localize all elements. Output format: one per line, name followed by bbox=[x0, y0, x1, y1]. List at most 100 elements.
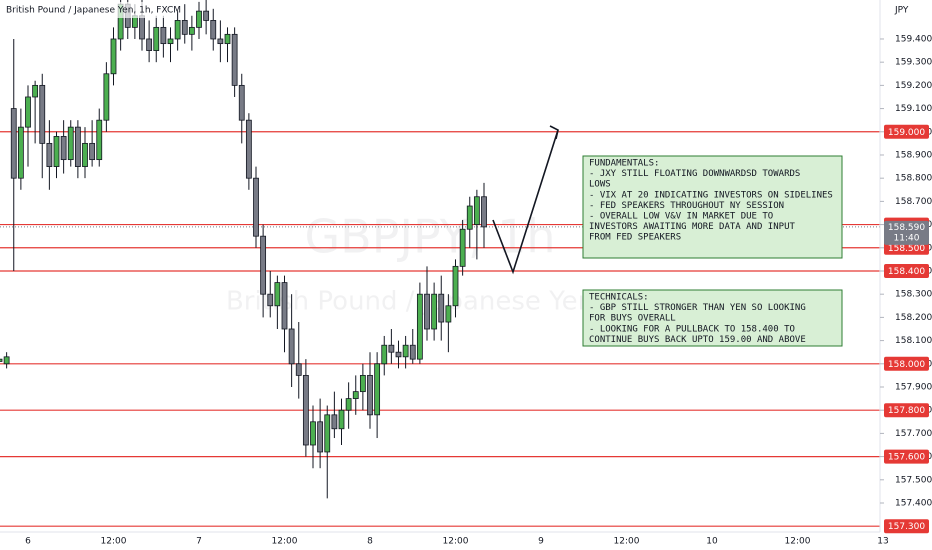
candle-body bbox=[203, 10, 210, 21]
x-tick-label: 12:00 bbox=[101, 537, 127, 547]
forecast-arrowhead bbox=[549, 125, 559, 140]
y-tick-label: 159.100 bbox=[895, 104, 932, 114]
y-tick-label: 157.900 bbox=[895, 382, 932, 392]
y-tick-label: 157.700 bbox=[895, 429, 932, 439]
annotation-line: LOWS bbox=[589, 180, 611, 190]
axes: 157.400 157.500 157.600 157.700 157.800 157.9… bbox=[25, 34, 932, 546]
forecast-path bbox=[492, 129, 559, 275]
candle-body bbox=[459, 228, 466, 267]
candle-body bbox=[82, 142, 88, 167]
levels bbox=[0, 131, 880, 527]
y-tick-label: 157.500 bbox=[895, 475, 932, 485]
annotation-box bbox=[582, 155, 843, 259]
watermark: GBPJPY, 1h bbox=[304, 210, 555, 264]
level-label-box bbox=[884, 449, 929, 464]
candle-body bbox=[146, 38, 153, 51]
annotation-line: FUNDAMENTALS: bbox=[589, 159, 659, 169]
annotation-line: INVESTORS AWAITING MORE DATA AND INPUT bbox=[589, 222, 795, 232]
annotation-line: TECHNICALS: bbox=[589, 293, 649, 303]
candle-body bbox=[359, 374, 366, 393]
candles bbox=[0, 0, 487, 499]
y-tick-label: 159.400 bbox=[895, 34, 932, 44]
annotation-line: - GBP STILL STRONGER THAN YEN SO LOOKING bbox=[589, 303, 806, 313]
x-tick-label: 10 bbox=[706, 537, 718, 547]
annotation-line: FOR BUYS OVERALL bbox=[589, 314, 676, 324]
candle-body bbox=[367, 374, 373, 416]
x-tick-label: 12:00 bbox=[272, 537, 298, 547]
candle-body bbox=[473, 196, 480, 225]
candle-body bbox=[231, 33, 238, 86]
candle-body bbox=[10, 108, 17, 179]
candle-body bbox=[25, 96, 31, 128]
candle-body bbox=[466, 205, 473, 230]
annotation-line: CONTINUE BUYS BACK UPTO 159.00 AND ABOVE bbox=[589, 335, 806, 345]
candle-body bbox=[160, 26, 167, 45]
candle-body bbox=[0, 358, 3, 362]
x-tick-label: 13 bbox=[877, 537, 888, 547]
y-tick-label: 158.300 bbox=[895, 290, 932, 300]
level-label: 157.300 bbox=[888, 522, 925, 532]
level-label-box bbox=[884, 263, 929, 278]
candle-body bbox=[374, 363, 381, 416]
candle-body bbox=[345, 398, 352, 411]
candle-body bbox=[267, 293, 274, 307]
x-tick-label: 12:00 bbox=[443, 537, 469, 547]
candle-body bbox=[224, 33, 231, 45]
candle-body bbox=[445, 305, 452, 323]
candle-body bbox=[253, 177, 259, 237]
y-tick-label: 158.700 bbox=[895, 197, 932, 207]
level-label: 157.800 bbox=[888, 406, 925, 416]
candle-body bbox=[381, 344, 388, 365]
candle-body bbox=[245, 119, 252, 179]
candle-body bbox=[331, 414, 338, 430]
candle-body bbox=[103, 73, 110, 121]
level-label: 157.600 bbox=[888, 453, 925, 463]
last-price-label: 158.590 bbox=[888, 223, 925, 233]
candle-body bbox=[67, 126, 74, 161]
level-label: 158.400 bbox=[888, 267, 925, 277]
candle-body bbox=[110, 38, 117, 75]
candle-body bbox=[295, 363, 302, 376]
y-tick-label: 157.400 bbox=[895, 498, 932, 508]
candle-body bbox=[32, 84, 39, 98]
level-label-box bbox=[884, 124, 929, 139]
candle-body bbox=[452, 265, 459, 307]
candle-body bbox=[352, 391, 359, 399]
x-tick-label: 8 bbox=[367, 537, 373, 547]
currency-label: JPY bbox=[894, 6, 909, 16]
candle-body bbox=[424, 293, 430, 330]
candle-body bbox=[3, 356, 10, 365]
candle-body bbox=[39, 84, 46, 144]
candle-body bbox=[317, 421, 324, 453]
candle-body bbox=[17, 126, 24, 179]
candle-body bbox=[196, 10, 202, 28]
candle-body bbox=[53, 136, 60, 167]
y-tick-label: 159.300 bbox=[895, 58, 932, 68]
annotation-line: - FED SPEAKERS THROUGHOUT NY SESSION bbox=[589, 201, 784, 211]
title-backdrop bbox=[0, 2, 170, 18]
watermark-subtitle: British Pound / Japanese Yen bbox=[226, 287, 594, 317]
x-tick-label: 7 bbox=[196, 537, 202, 547]
annotation-line: - VIX AT 20 INDICATING INVESTORS ON SIDE… bbox=[589, 190, 833, 200]
candle-body bbox=[74, 126, 81, 167]
candle-body bbox=[217, 38, 224, 45]
level-label-box bbox=[884, 356, 929, 371]
chart-title: British Pound / Japanese Yen, 1h, FXCM bbox=[6, 6, 181, 16]
candle-body bbox=[188, 26, 195, 35]
x-tick-label: 12:00 bbox=[785, 537, 811, 547]
candle-body bbox=[46, 142, 53, 167]
level-label: 158.500 bbox=[888, 244, 925, 254]
annotations: FUNDAMENTALS:- JXY STILL FLOATING DOWNWA… bbox=[582, 155, 843, 347]
y-tick-label: 158.200 bbox=[895, 313, 932, 323]
x-tick-label: 9 bbox=[538, 537, 544, 547]
candle-body bbox=[302, 374, 309, 446]
candle-body bbox=[238, 84, 245, 121]
candle-body bbox=[388, 344, 395, 353]
candle-body bbox=[481, 196, 487, 228]
candle-body bbox=[153, 26, 160, 51]
candle-body bbox=[274, 282, 281, 307]
candle-body bbox=[89, 142, 96, 161]
x-tick-label: 6 bbox=[25, 537, 31, 547]
